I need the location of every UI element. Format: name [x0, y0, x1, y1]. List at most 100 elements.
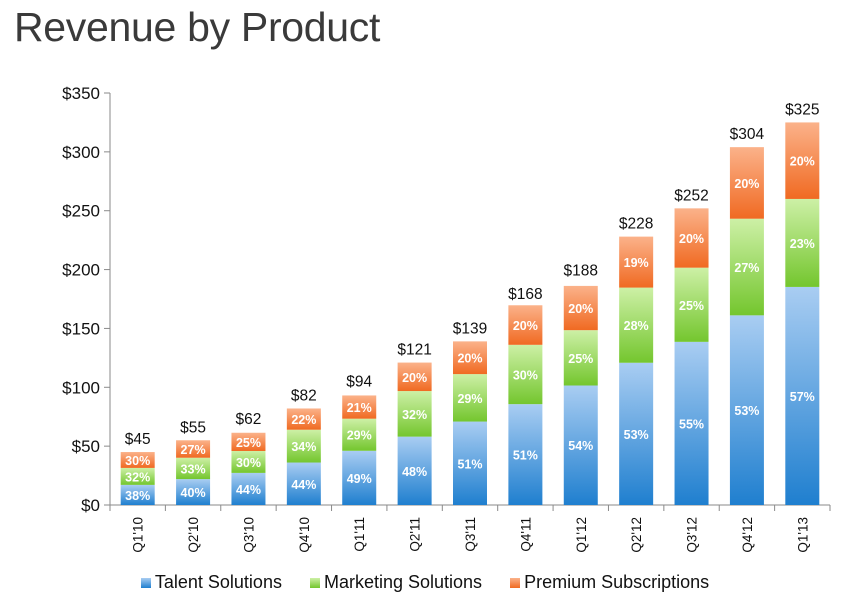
- bar-segment-marketing: [176, 457, 211, 480]
- data-label-premium: 19%: [624, 256, 649, 270]
- x-tick-label: Q4'11: [518, 517, 533, 552]
- bar-segment-talent: [563, 385, 598, 505]
- bar-total-label: $168: [508, 286, 542, 303]
- bar-segment-talent: [729, 315, 764, 505]
- bar-total-label: $45: [125, 431, 151, 448]
- data-label-marketing: 27%: [734, 261, 759, 275]
- data-label-talent: 51%: [513, 449, 538, 463]
- data-label-premium: 20%: [679, 232, 704, 246]
- data-label-talent: 38%: [125, 489, 150, 503]
- bar-segment-marketing: [619, 287, 654, 363]
- bar-segment-premium: [674, 208, 709, 268]
- bar-segment-marketing: [729, 218, 764, 316]
- data-label-marketing: 25%: [679, 299, 704, 313]
- data-label-talent: 53%: [624, 428, 649, 442]
- bar-segment-talent: [342, 450, 377, 505]
- bar-segment-premium: [785, 122, 820, 199]
- bar-segment-talent: [619, 362, 654, 505]
- data-label-talent: 55%: [679, 417, 704, 431]
- legend-swatch-marketing: [309, 577, 320, 588]
- data-label-marketing: 23%: [790, 237, 815, 251]
- y-tick-label: $200: [62, 261, 100, 280]
- legend-swatch-talent: [140, 577, 151, 588]
- y-tick-label: $100: [62, 378, 100, 397]
- chart-labels: 38% 32% 30% $45 Q1'10 40% 33% 27% $55 Q2'10 44% 30%…: [125, 101, 820, 552]
- data-label-premium: 21%: [347, 401, 372, 415]
- bar-segment-premium: [729, 147, 764, 219]
- legend-label-talent: Talent Solutions: [154, 572, 282, 592]
- bar-segment-talent: [176, 479, 211, 505]
- bar-segment-premium: [286, 408, 321, 430]
- y-tick-label: $150: [62, 319, 100, 338]
- x-tick-label: Q1'11: [352, 517, 367, 552]
- bar-segment-talent: [785, 286, 820, 505]
- y-tick-label: $300: [62, 143, 100, 162]
- legend-label-premium: Premium Subscriptions: [524, 572, 710, 592]
- bar-segment-premium: [453, 341, 487, 375]
- x-tick-label: Q1'13: [795, 517, 810, 553]
- chart-legend: Talent Solutions Marketing Solutions Pre…: [0, 572, 850, 593]
- data-label-talent: 49%: [347, 472, 372, 486]
- x-tick-label: Q4'10: [297, 517, 312, 553]
- legend-label-marketing: Marketing Solutions: [323, 572, 483, 592]
- data-label-premium: 20%: [568, 302, 593, 316]
- data-label-premium: 25%: [236, 436, 261, 450]
- legend-item-marketing: Marketing Solutions: [309, 572, 483, 593]
- bar-total-label: $188: [564, 263, 598, 280]
- data-label-marketing: 34%: [291, 440, 316, 454]
- bar-total-label: $325: [785, 101, 819, 118]
- x-tick-label: Q1'10: [131, 517, 146, 553]
- bar-segment-marketing: [397, 391, 432, 437]
- data-label-marketing: 32%: [125, 470, 150, 484]
- bar-segment-marketing: [286, 429, 321, 463]
- bar-segment-talent: [508, 404, 543, 505]
- data-label-talent: 40%: [181, 486, 206, 500]
- bar-segment-marketing: [453, 374, 487, 422]
- bar-total-label: $252: [674, 187, 708, 204]
- data-label-talent: 48%: [402, 465, 427, 479]
- data-label-premium: 20%: [734, 177, 759, 191]
- data-label-premium: 27%: [181, 443, 206, 457]
- bar-segment-marketing: [563, 330, 598, 386]
- bar-segment-premium: [231, 432, 266, 451]
- bar-total-label: $94: [346, 373, 372, 390]
- data-label-premium: 20%: [457, 352, 482, 366]
- x-tick-label: Q3'10: [241, 517, 256, 553]
- bar-segment-talent: [674, 341, 709, 505]
- bar-segment-premium: [563, 285, 598, 331]
- bar-total-label: $62: [236, 411, 262, 428]
- legend-item-premium: Premium Subscriptions: [510, 572, 709, 593]
- data-label-talent: 44%: [236, 483, 261, 497]
- bar-segment-talent: [453, 421, 487, 505]
- data-label-marketing: 29%: [347, 429, 372, 443]
- bar-segment-marketing: [231, 450, 266, 473]
- x-tick-label: Q3'11: [463, 517, 478, 552]
- bar-segment-marketing: [120, 467, 155, 485]
- data-label-talent: 51%: [457, 457, 482, 471]
- data-label-premium: 30%: [125, 454, 150, 468]
- bar-segment-premium: [619, 236, 654, 288]
- data-label-marketing: 30%: [236, 456, 261, 470]
- x-tick-label: Q4'12: [740, 517, 755, 553]
- bar-segment-marketing: [508, 344, 543, 405]
- data-label-premium: 20%: [790, 155, 815, 169]
- y-tick-label: $0: [81, 496, 100, 515]
- x-tick-label: Q2'11: [408, 517, 423, 552]
- bar-segment-premium: [397, 362, 432, 392]
- bar-segment-premium: [120, 452, 155, 468]
- data-label-talent: 57%: [790, 390, 815, 404]
- data-label-premium: 20%: [513, 319, 538, 333]
- data-label-talent: 53%: [734, 404, 759, 418]
- data-label-marketing: 32%: [402, 408, 427, 422]
- bar-segment-premium: [508, 305, 543, 345]
- bar-total-label: $121: [397, 342, 431, 359]
- bar-segment-talent: [397, 436, 432, 505]
- bar-segment-premium: [342, 395, 377, 419]
- data-label-premium: 20%: [402, 371, 427, 385]
- bar-segment-talent: [286, 462, 321, 505]
- data-label-talent: 44%: [291, 478, 316, 492]
- bar-total-label: $139: [453, 320, 487, 337]
- bar-segment-marketing: [674, 267, 709, 342]
- legend-swatch-premium: [510, 577, 521, 588]
- chart-bars: [120, 122, 820, 505]
